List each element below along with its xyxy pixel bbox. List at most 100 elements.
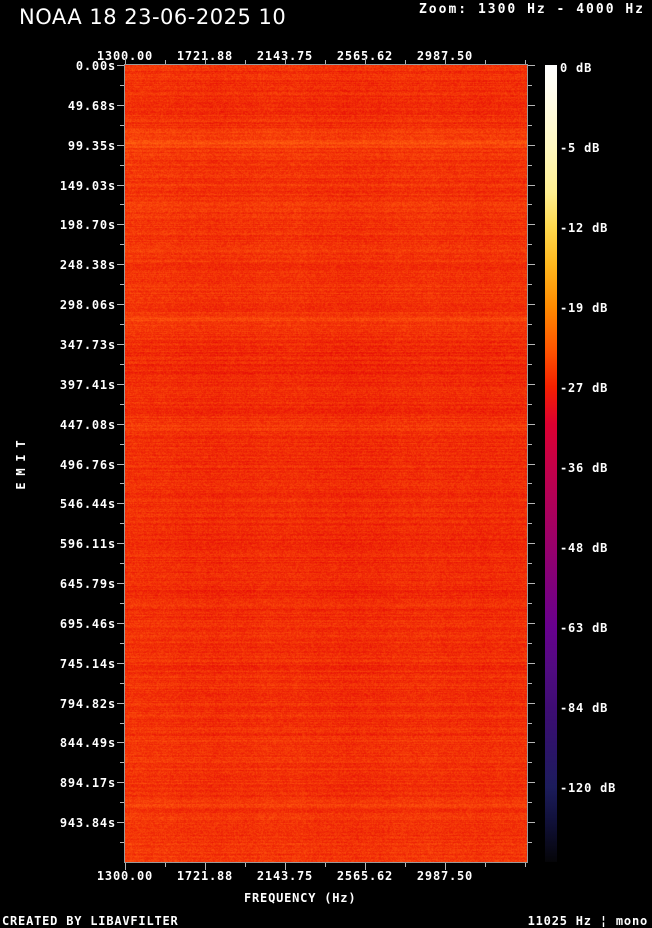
time-axis-tick — [120, 443, 124, 445]
time-axis-tick — [528, 742, 535, 744]
freq-axis-tick — [485, 60, 486, 64]
time-axis-tick — [120, 124, 124, 126]
time-axis-tick — [528, 782, 535, 784]
time-tick-label: 198.70s — [59, 218, 116, 233]
footer-samplerate: 11025 Hz ¦ mono — [527, 914, 648, 928]
freq-axis-tick — [445, 57, 446, 64]
freq-tick-label: 2987.50 — [416, 869, 474, 883]
db-tick-label: 0 dB — [560, 60, 593, 75]
freq-tick-label: 2565.62 — [336, 869, 394, 883]
time-axis-tick — [120, 363, 124, 365]
db-tick-label: -27 dB — [560, 380, 609, 395]
time-axis-title-letter: E — [14, 482, 28, 490]
db-tick-label: -36 dB — [560, 461, 609, 475]
freq-axis-tick — [405, 863, 406, 867]
db-tick-label: -63 dB — [560, 620, 609, 635]
time-axis-tick — [528, 822, 535, 824]
time-tick-label: 596.11s — [59, 537, 116, 552]
time-axis-tick — [528, 543, 535, 545]
time-axis-tick — [528, 682, 532, 684]
time-axis-tick — [528, 84, 532, 86]
time-axis-tick — [117, 304, 124, 306]
freq-axis-tick — [125, 57, 126, 64]
time-axis-tick — [120, 523, 124, 525]
time-axis-tick — [120, 204, 124, 206]
time-axis-tick — [117, 782, 124, 784]
time-axis-tick — [528, 483, 532, 485]
spectrogram-canvas — [125, 65, 527, 862]
time-axis-tick — [117, 264, 124, 266]
freq-axis-tick — [205, 57, 206, 64]
time-axis-tick — [120, 842, 124, 844]
spectrogram-frame — [124, 64, 528, 863]
time-axis-tick — [528, 264, 535, 266]
time-axis-tick — [528, 523, 532, 525]
freq-tick-label: 1721.88 — [176, 49, 234, 63]
db-tick-label: -19 dB — [560, 300, 609, 315]
time-axis-tick — [528, 304, 535, 306]
time-axis-tick — [528, 622, 535, 624]
time-axis-tick — [528, 204, 532, 206]
time-axis-tick — [120, 284, 124, 286]
time-axis-tick — [120, 244, 124, 246]
time-axis-tick — [120, 324, 124, 326]
time-tick-label: 0.00s — [75, 59, 116, 73]
time-axis-tick — [120, 802, 124, 804]
db-tick-label: -5 dB — [560, 141, 601, 155]
freq-axis-tick — [165, 60, 166, 64]
time-axis-tick — [120, 602, 124, 604]
time-axis-tick — [117, 383, 124, 385]
freq-axis-title: FREQUENCY (Hz) — [244, 891, 357, 905]
time-axis-tick — [528, 602, 532, 604]
freq-tick-label: 2143.75 — [256, 869, 314, 883]
freq-axis-tick — [205, 863, 206, 870]
time-axis-tick — [117, 104, 124, 106]
time-tick-label: 745.14s — [59, 656, 116, 671]
time-axis-tick — [528, 702, 535, 704]
time-axis-tick — [528, 244, 532, 246]
db-tick-label: -120 dB — [560, 781, 617, 795]
time-tick-label: 546.44s — [59, 497, 116, 512]
time-tick-label: 447.08s — [59, 417, 116, 432]
time-axis-tick — [120, 762, 124, 764]
time-tick-label: 248.38s — [59, 258, 116, 273]
time-axis-tick — [117, 144, 124, 146]
freq-tick-label: 1300.00 — [96, 49, 154, 63]
time-axis-tick — [120, 642, 124, 644]
time-axis-tick — [528, 463, 535, 465]
freq-axis-tick — [525, 863, 526, 867]
time-axis-tick — [528, 363, 532, 365]
time-axis-tick — [528, 65, 535, 66]
time-axis-tick — [528, 224, 535, 226]
time-tick-label: 49.68s — [67, 98, 116, 113]
time-axis-tick — [120, 403, 124, 405]
time-tick-label: 298.06s — [59, 298, 116, 313]
freq-axis-tick — [365, 57, 366, 64]
time-axis-tick — [120, 164, 124, 166]
time-axis-tick — [528, 802, 532, 804]
freq-axis-tick — [245, 60, 246, 64]
time-axis-tick — [528, 104, 535, 106]
time-tick-label: 943.84s — [59, 816, 116, 831]
freq-axis-tick — [325, 863, 326, 867]
time-axis-tick — [120, 563, 124, 565]
time-axis-tick — [117, 224, 124, 226]
freq-axis-tick — [165, 863, 166, 867]
time-tick-label: 894.17s — [59, 776, 116, 791]
freq-tick-label: 2565.62 — [336, 49, 394, 63]
freq-axis-tick — [285, 57, 286, 64]
freq-axis-tick — [445, 863, 446, 870]
time-axis-tick — [528, 184, 535, 186]
time-tick-label: 695.46s — [59, 616, 116, 631]
freq-axis-tick — [405, 60, 406, 64]
time-axis-tick — [117, 742, 124, 744]
time-axis-tick — [528, 144, 535, 146]
time-tick-label: 99.35s — [67, 138, 116, 153]
time-axis-tick — [117, 583, 124, 585]
time-axis-tick — [528, 164, 532, 166]
time-axis-tick — [117, 702, 124, 704]
time-axis-tick — [528, 423, 535, 425]
time-axis-tick — [528, 443, 532, 445]
